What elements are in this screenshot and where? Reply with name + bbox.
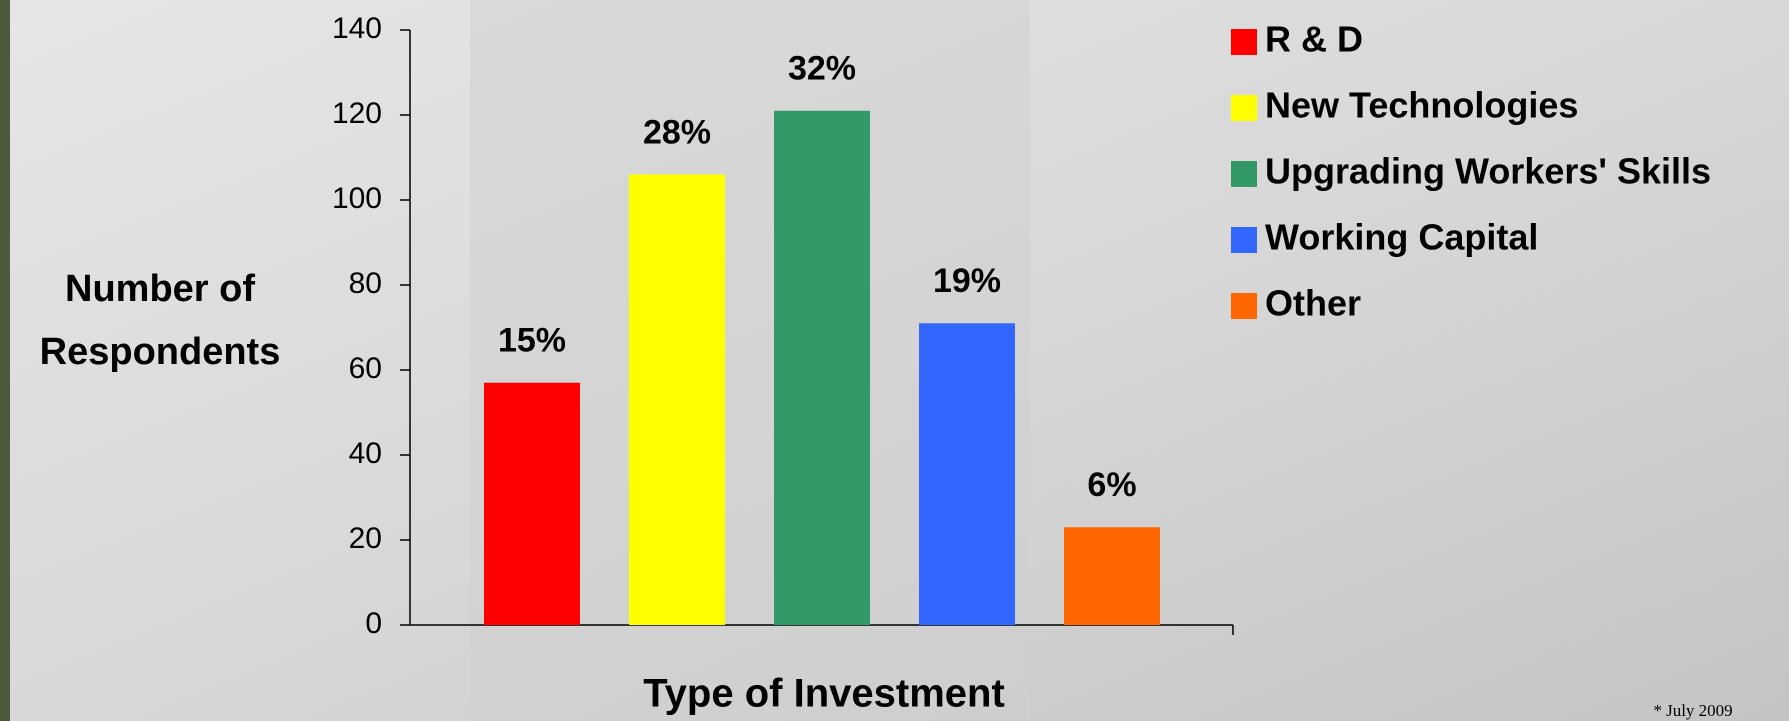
bar — [1064, 527, 1160, 625]
y-tick-label: 40 — [349, 437, 382, 470]
y-tick-label: 140 — [332, 12, 382, 45]
legend-label: R & D — [1265, 19, 1363, 60]
legend-swatch — [1231, 161, 1257, 187]
bar-label: 6% — [1087, 466, 1136, 504]
y-tick-label: 60 — [349, 352, 382, 385]
y-axis-label: Number of — [65, 268, 255, 310]
legend-label: Upgrading Workers' Skills — [1265, 151, 1711, 192]
legend-swatch — [1231, 29, 1257, 55]
bar-label: 28% — [643, 113, 711, 151]
bar-label: 15% — [498, 322, 566, 360]
bar — [484, 382, 580, 625]
y-axis-label: Respondents — [40, 331, 281, 373]
legend-label: Other — [1265, 283, 1361, 324]
y-tick-label: 100 — [332, 182, 382, 215]
edge-strip — [0, 0, 10, 721]
y-tick-label: 80 — [349, 267, 382, 300]
y-tick-label: 20 — [349, 522, 382, 555]
legend-swatch — [1231, 293, 1257, 319]
note: * July 2009 — [1653, 701, 1732, 720]
y-tick-label: 0 — [365, 607, 382, 640]
legend-swatch — [1231, 227, 1257, 253]
y-tick-label: 120 — [332, 97, 382, 130]
bar — [629, 174, 725, 625]
bar-label: 32% — [788, 50, 856, 88]
legend-label: New Technologies — [1265, 85, 1578, 126]
bar-label: 19% — [933, 262, 1001, 300]
legend-label: Working Capital — [1265, 217, 1538, 258]
legend-swatch — [1231, 95, 1257, 121]
bar — [774, 110, 870, 625]
bar — [919, 323, 1015, 625]
x-axis-label: Type of Investment — [643, 672, 1005, 716]
